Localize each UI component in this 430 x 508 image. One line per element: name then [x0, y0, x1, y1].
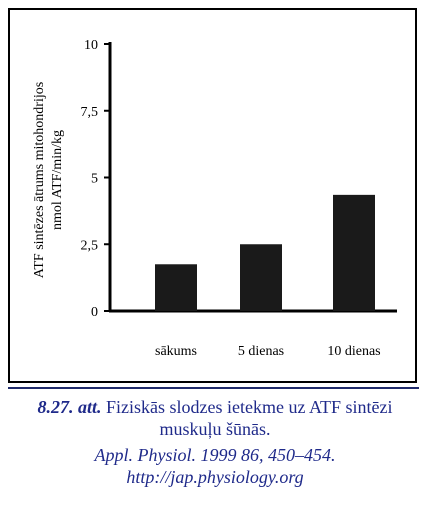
bars — [155, 194, 375, 311]
caption-text-2: muskuļu šūnās. — [159, 419, 271, 439]
x-tick-labels: sākums 5 dienas 10 dienas — [155, 344, 381, 359]
y-tick-label: 10 — [84, 38, 98, 53]
caption-divider — [8, 387, 419, 389]
y-axis-label-line1: ATF sintēzes ātrums mitohondrijos — [32, 82, 47, 278]
chart-frame: ATF sintēzes ātrums mitohondrijos nmol A… — [8, 8, 417, 383]
x-tick-label: 5 dienas — [238, 344, 284, 359]
caption-title-line1: 8.27. att. Fiziskās slodzes ietekme uz A… — [0, 396, 430, 418]
figure-caption: 8.27. att. Fiziskās slodzes ietekme uz A… — [0, 396, 430, 488]
y-ticks: 0 2,5 5 7,5 10 — [81, 38, 110, 320]
bar-chart: ATF sintēzes ātrums mitohondrijos nmol A… — [32, 38, 397, 359]
x-tick-label: 10 dienas — [327, 344, 380, 359]
bar — [155, 264, 197, 311]
y-tick-label: 2,5 — [81, 238, 99, 253]
y-tick-label: 0 — [91, 305, 98, 320]
x-tick-label: sākums — [155, 344, 197, 359]
bar — [333, 194, 375, 311]
caption-text-1: Fiziskās slodzes ietekme uz ATF sintēzi — [106, 397, 393, 417]
y-axis-label-line2: nmol ATF/min/kg — [50, 130, 65, 230]
bar — [240, 244, 282, 311]
y-tick-label: 7,5 — [81, 105, 99, 120]
caption-source-2: http://jap.physiology.org — [126, 467, 304, 487]
caption-source-1: Appl. Physiol. 1999 86, 450–454. — [94, 445, 336, 465]
y-axis-label: ATF sintēzes ātrums mitohondrijos nmol A… — [32, 82, 65, 278]
caption-number: 8.27. att. — [37, 397, 102, 417]
y-tick-label: 5 — [91, 172, 98, 187]
